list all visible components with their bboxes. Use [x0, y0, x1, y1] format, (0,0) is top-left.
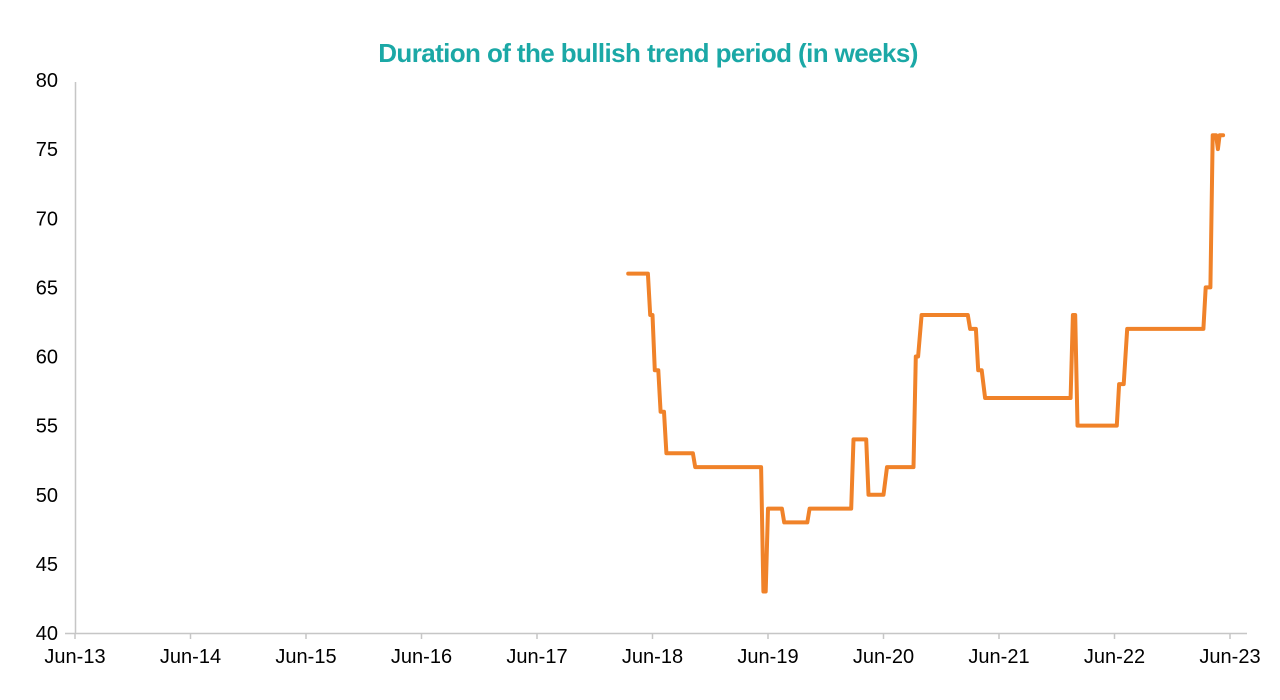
x-tick-label: Jun-20 — [853, 646, 914, 668]
x-tick-label: Jun-23 — [1199, 646, 1260, 668]
chart-title: Duration of the bullish trend period (in… — [378, 38, 918, 68]
x-tick-label: Jun-16 — [391, 646, 452, 668]
x-tick-label: Jun-21 — [968, 646, 1029, 668]
x-tick-label: Jun-18 — [622, 646, 683, 668]
x-tick-label: Jun-17 — [506, 646, 567, 668]
y-tick-label: 75 — [36, 139, 58, 161]
x-tick-label: Jun-13 — [44, 646, 105, 668]
x-tick-label: Jun-14 — [160, 646, 221, 668]
data-series-line — [626, 133, 1226, 594]
y-tick-label: 60 — [36, 347, 58, 369]
y-tick-label: 55 — [36, 416, 58, 438]
y-tick-label: 40 — [36, 623, 58, 645]
y-tick-label: 70 — [36, 208, 58, 230]
y-tick-label: 50 — [36, 485, 58, 507]
y-tick-label: 45 — [36, 554, 58, 576]
y-tick-label: 65 — [36, 277, 58, 299]
x-tick-label: Jun-22 — [1084, 646, 1145, 668]
y-tick-label: 80 — [36, 70, 58, 92]
x-tick-label: Jun-15 — [275, 646, 336, 668]
x-tick-label: Jun-19 — [737, 646, 798, 668]
